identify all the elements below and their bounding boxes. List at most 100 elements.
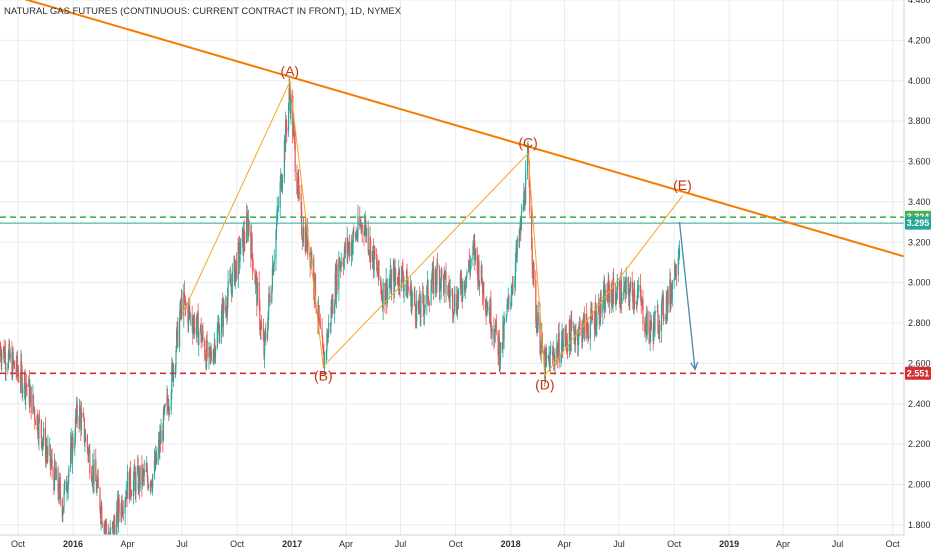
price-tick-label: 3.800 [908,116,931,126]
candle-body [674,263,676,278]
candle-body [200,324,202,343]
candle-body [251,234,253,254]
candle-body [589,322,591,339]
candle-body [375,258,378,264]
candle-body [47,445,49,456]
price-tick-label: 2.800 [908,318,931,328]
candle-body [20,361,22,383]
candle-body [486,307,488,314]
price-tick-label: 2.400 [908,399,931,409]
candle-body [201,337,203,343]
candle-body [632,288,634,302]
candle-body [537,325,539,333]
candle-body [209,347,211,354]
candle-body [352,242,354,253]
candle-body [590,307,593,311]
price-axis: 4.400 4.200 4.000 3.800 3.600 3.400 3.200 3.000… [908,0,931,530]
candle-body [171,363,173,393]
candle-body [470,259,472,263]
candle-body [650,320,652,329]
candle-body [367,227,369,252]
candle-body [142,470,144,472]
candle-body [334,304,336,314]
candle-body [457,289,460,302]
candle-body [369,238,372,263]
candle-body [37,415,39,434]
candle-body [465,286,467,288]
candle-body [540,340,542,354]
candle-body [187,306,190,325]
candle-body [455,294,457,311]
candle-body [474,248,476,261]
candle-body [510,295,512,303]
candle-body [573,326,575,337]
candle-body [298,192,300,194]
candle-body [206,339,208,358]
candle-body [616,298,618,300]
candle-body [504,320,506,323]
candle-body [164,404,166,406]
candle-body [61,499,63,517]
candle-body [204,340,206,357]
candle-body [669,279,672,303]
candle-body [33,407,35,410]
candle-body [483,282,485,302]
candle-body [498,336,500,365]
candle-body [646,311,648,336]
candle-body [633,290,636,305]
candle-body [277,207,279,209]
candle-body [636,291,639,302]
candle-body [264,334,266,358]
candle-body [447,293,449,294]
candle-body [537,312,539,326]
time-axis-panel[interactable] [0,535,904,550]
candle-body [139,465,141,489]
candle-body [565,328,567,336]
candle-body [671,280,673,300]
candle-body [519,231,521,242]
candle-body [557,348,559,359]
candle-body [38,417,40,440]
candle-body [677,257,679,275]
candle-body [105,522,108,532]
candle-body [126,472,129,499]
candle-body [464,287,466,291]
candle-body [204,356,206,359]
candle-body [152,474,154,489]
price-axis-panel[interactable] [904,0,932,535]
candle-body [665,314,667,319]
candle-body [619,281,621,305]
candle-body [403,285,405,292]
candle-body [272,265,275,275]
candle-body [53,461,56,490]
price-badge-label: 3.295 [907,218,930,228]
candle-body [193,318,196,334]
candle-body [5,367,7,370]
candle-body [58,479,60,500]
candle-body [432,267,435,294]
candle-body [227,280,229,298]
candle-body [373,247,375,271]
candle-body [469,262,472,271]
candle-body [275,222,278,231]
candle-body [438,268,441,292]
candle-body [604,289,606,313]
candle-body [526,152,529,173]
time-tick-label: Apr [558,539,572,549]
price-tick-label: 1.800 [908,520,931,530]
candle-body [42,441,44,444]
candle-body [478,260,480,287]
time-tick-label: Jul [395,539,407,549]
candle-body [261,323,263,328]
candle-body [57,468,59,493]
candle-body [381,295,383,297]
candle-body [74,441,76,449]
candle-body [189,308,191,316]
candle-body [558,332,560,363]
candle-body [539,312,541,353]
candle-body [184,299,187,307]
candle-body [393,267,396,293]
candle-body [113,519,115,536]
candle-body [659,324,661,332]
